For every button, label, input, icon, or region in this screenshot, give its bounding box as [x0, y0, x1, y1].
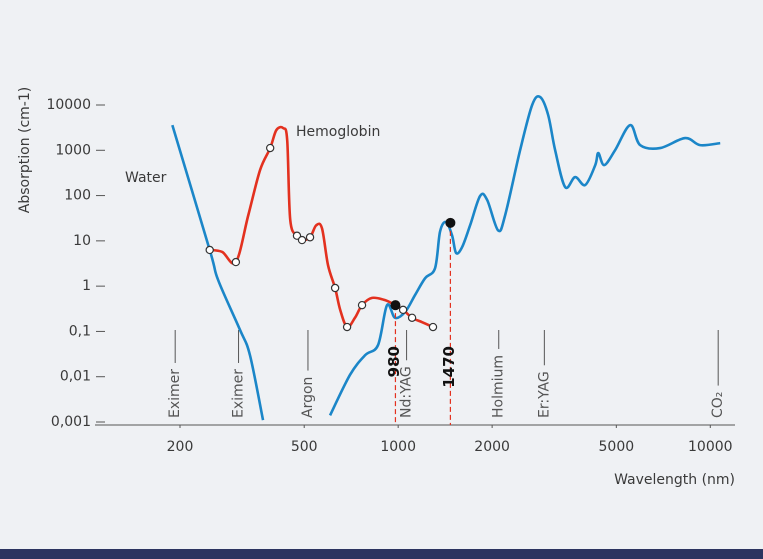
- point-marker: [231, 257, 241, 267]
- footer-bar: [0, 549, 763, 559]
- y-tick-label: 10: [73, 233, 91, 249]
- marker-label: 1470: [440, 346, 458, 388]
- x-tick-label: 500: [291, 439, 318, 455]
- laser-label: Eximer: [167, 369, 183, 418]
- laser-label: CO₂: [710, 392, 726, 418]
- y-tick-label: 1000: [55, 142, 91, 158]
- series-label: Hemoglobin: [296, 124, 380, 140]
- highlight-point: [390, 300, 401, 311]
- marker-label: 980: [385, 346, 403, 377]
- y-tick-label: 0,001: [51, 414, 91, 430]
- y-axis-label: Absorption (cm-1): [17, 87, 33, 213]
- point-marker: [297, 235, 307, 245]
- x-axis-label: Wavelength (nm): [614, 472, 735, 488]
- point-marker: [330, 283, 340, 293]
- point-marker: [398, 305, 408, 315]
- series-line: [209, 125, 434, 329]
- point-marker: [357, 300, 367, 310]
- laser-label: Argon: [300, 377, 316, 418]
- y-tick-label: 0,01: [60, 369, 91, 385]
- laser-label: Eximer: [231, 369, 247, 418]
- point-marker: [342, 322, 352, 332]
- x-tick-label: 2000: [474, 439, 510, 455]
- y-tick-label: 10000: [46, 97, 91, 113]
- point-marker: [205, 245, 214, 255]
- point-marker: [305, 233, 315, 242]
- laser-label: Er:YAG: [536, 371, 552, 418]
- x-tick-label: 1000: [380, 439, 416, 455]
- x-tick-label: 5000: [599, 439, 635, 455]
- point-marker: [265, 143, 275, 153]
- y-tick-label: 0,1: [69, 323, 91, 339]
- x-tick-label: 10000: [688, 439, 733, 455]
- series-label: Water: [125, 170, 167, 186]
- point-marker: [407, 313, 417, 322]
- highlight-point: [445, 217, 456, 228]
- point-marker: [428, 322, 438, 332]
- y-tick-label: 1: [82, 278, 91, 294]
- y-tick-label: 100: [64, 188, 91, 204]
- laser-label: Holmium: [491, 355, 507, 418]
- x-tick-label: 200: [167, 439, 194, 455]
- laser-label: Nd:YAG: [399, 366, 415, 418]
